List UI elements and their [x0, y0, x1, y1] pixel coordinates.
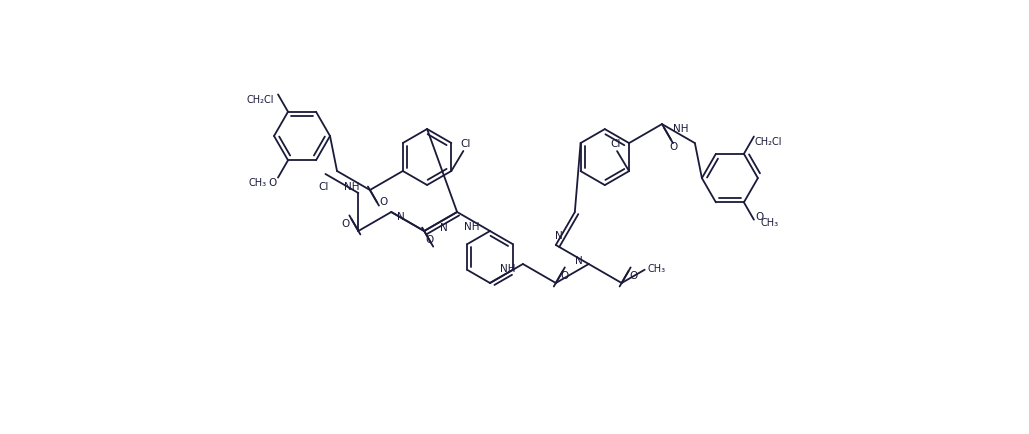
Text: NH: NH: [673, 123, 688, 133]
Text: CH₃: CH₃: [647, 263, 666, 273]
Text: O: O: [561, 271, 569, 281]
Text: NH: NH: [344, 182, 359, 192]
Text: N: N: [575, 256, 582, 266]
Text: NH: NH: [500, 263, 516, 273]
Text: N: N: [440, 223, 448, 233]
Text: Cl: Cl: [318, 181, 328, 191]
Text: CH₂Cl: CH₂Cl: [754, 136, 782, 146]
Text: O: O: [425, 234, 433, 244]
Text: CH₃: CH₃: [249, 177, 268, 187]
Text: Cl: Cl: [610, 139, 620, 149]
Text: O: O: [670, 141, 678, 151]
Text: O: O: [380, 196, 388, 206]
Text: CH₂Cl: CH₂Cl: [246, 95, 274, 105]
Text: O: O: [755, 211, 764, 221]
Text: O: O: [630, 271, 638, 281]
Text: Cl: Cl: [460, 139, 470, 149]
Text: N: N: [397, 211, 405, 221]
Text: O: O: [268, 177, 276, 187]
Text: CH₃: CH₃: [760, 217, 779, 227]
Text: N: N: [556, 230, 563, 240]
Text: NH: NH: [464, 221, 480, 231]
Text: O: O: [342, 219, 350, 229]
